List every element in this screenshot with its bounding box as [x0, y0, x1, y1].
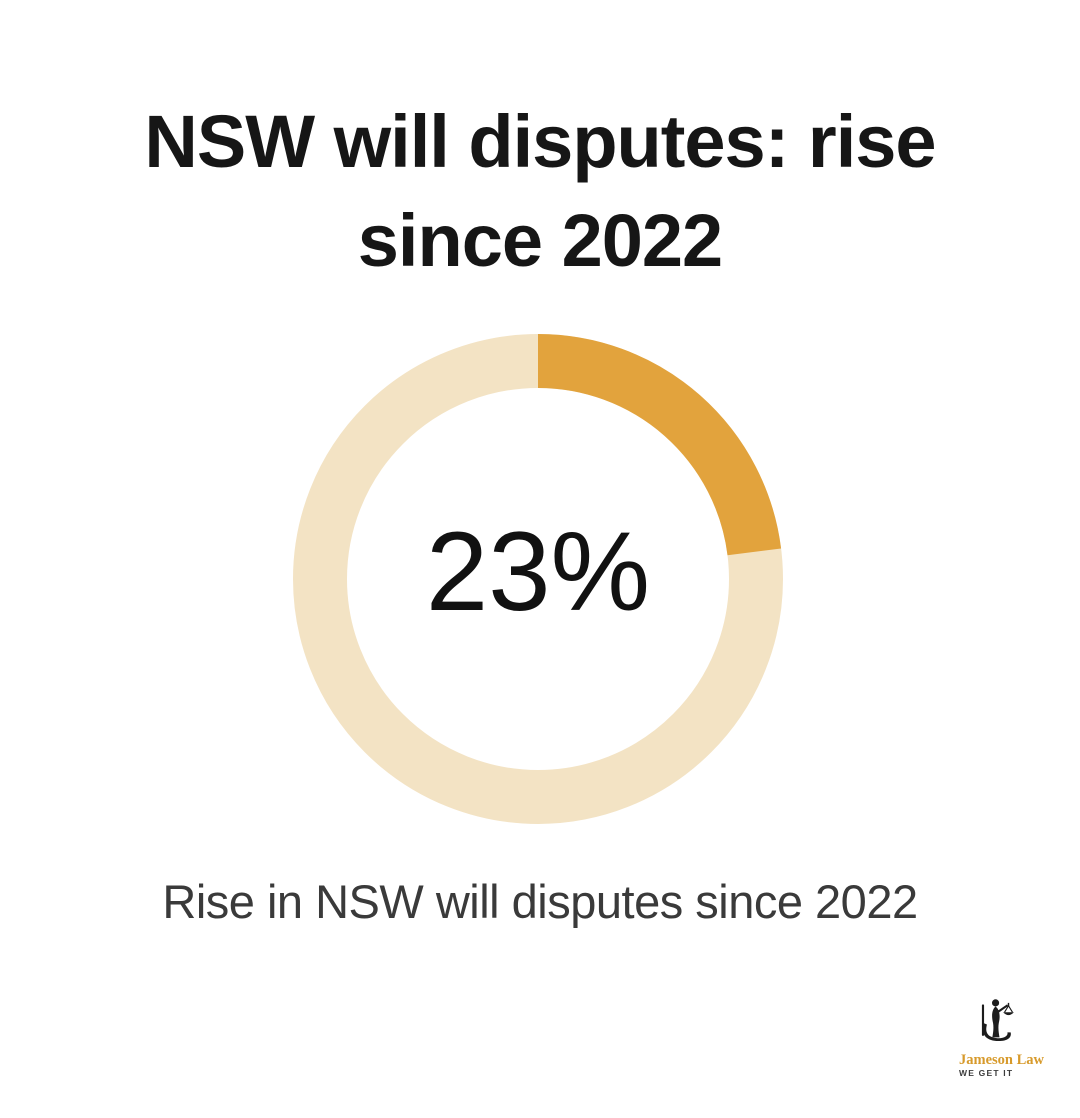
donut-chart: 23%: [293, 334, 783, 824]
chart-title: NSW will disputes: rise since 2022: [0, 92, 1080, 290]
brand-name: Jameson Law: [959, 1052, 1044, 1068]
brand-logo: Jameson Law WE GET IT: [959, 996, 1044, 1079]
donut-svg: [293, 334, 783, 824]
brand-tagline: WE GET IT: [959, 1068, 1014, 1078]
chart-title-line1: NSW will disputes: rise: [144, 100, 936, 183]
chart-title-line2: since 2022: [357, 199, 723, 282]
donut-value-segment: [293, 334, 783, 824]
lady-justice-icon: [981, 999, 1014, 1042]
chart-caption: Rise in NSW will disputes since 2022: [162, 875, 918, 928]
